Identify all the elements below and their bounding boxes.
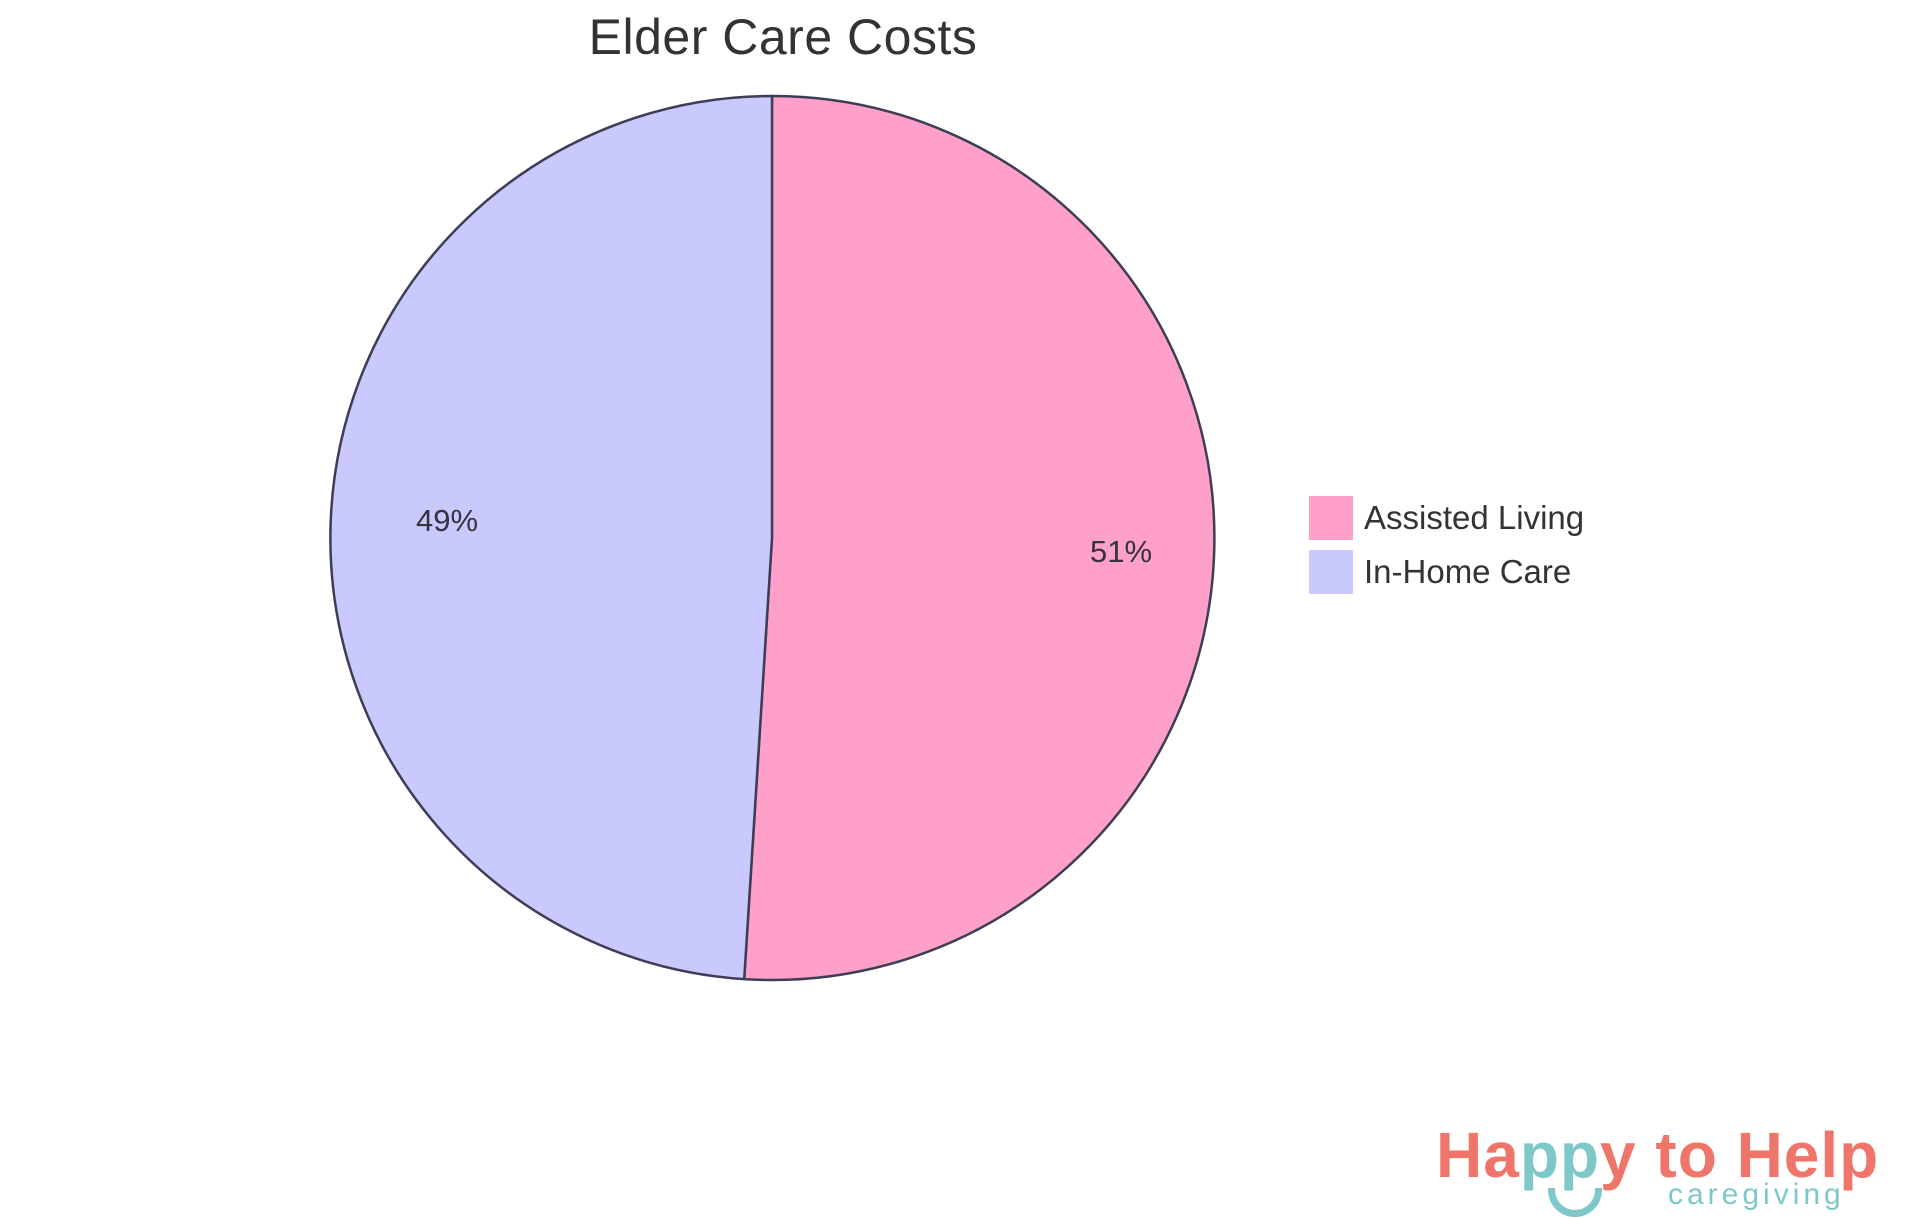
chart-legend: Assisted Living In-Home Care <box>1308 491 1584 599</box>
brand-logo: Happy to Help caregiving <box>1436 1118 1906 1218</box>
slice-label-assisted-living: 51% <box>1090 534 1152 569</box>
legend-swatch-assisted-living <box>1308 495 1354 541</box>
logo-wordmark: Happy to Help <box>1436 1119 1880 1191</box>
pie-slices <box>329 94 1216 982</box>
legend-item-in-home-care[interactable]: In-Home Care <box>1308 545 1584 599</box>
slice-label-in-home-care: 49% <box>416 503 478 538</box>
chart-title: Elder Care Costs <box>588 9 978 65</box>
slice-in-home-care[interactable] <box>329 94 774 981</box>
legend-label: In-Home Care <box>1364 553 1572 590</box>
legend-label: Assisted Living <box>1364 499 1585 536</box>
legend-item-assisted-living[interactable]: Assisted Living <box>1308 491 1584 545</box>
logo-subtitle: caregiving <box>1668 1178 1845 1211</box>
slice-assisted-living[interactable] <box>742 94 1216 982</box>
smile-icon <box>1548 1188 1602 1217</box>
legend-swatch-in-home-care <box>1308 549 1354 595</box>
